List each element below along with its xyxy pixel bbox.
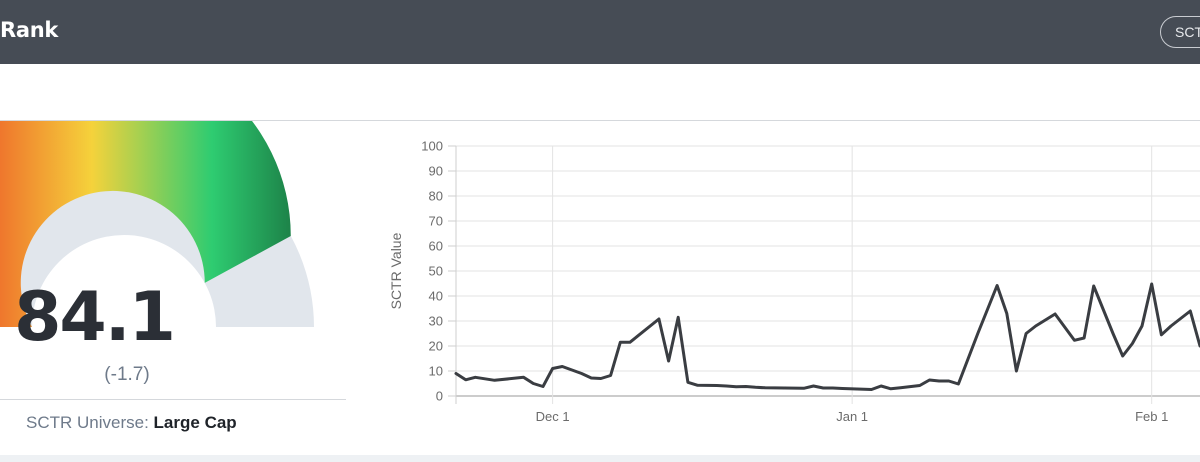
y-tick-label: 80 xyxy=(429,189,443,204)
x-tick-label: Dec 1 xyxy=(536,409,570,424)
y-tick-label: 20 xyxy=(429,339,443,354)
page-title: Rank xyxy=(0,18,59,42)
gauge-divider xyxy=(0,399,346,400)
page-header: Rank SCTR xyxy=(0,0,1200,64)
sctr-value: 84.1 xyxy=(14,278,176,357)
sctr-change: (-1.7) xyxy=(104,364,150,385)
sctr-universe: SCTR Universe: Large Cap xyxy=(26,413,237,433)
sctr-series-line xyxy=(454,282,1200,391)
sctr-button-label: SCTR xyxy=(1175,24,1200,40)
bottom-band xyxy=(0,455,1200,462)
section-divider xyxy=(0,120,1200,121)
x-tick-label: Feb 1 xyxy=(1135,409,1168,424)
y-tick-label: 70 xyxy=(429,214,443,229)
y-tick-label: 50 xyxy=(429,264,443,279)
gauge-fill xyxy=(0,121,291,327)
y-tick-label: 40 xyxy=(429,289,443,304)
universe-value: Large Cap xyxy=(153,413,237,432)
universe-label: SCTR Universe: xyxy=(26,413,149,432)
y-tick-label: 60 xyxy=(429,239,443,254)
y-tick-label: 30 xyxy=(429,314,443,329)
x-tick-label: Jan 1 xyxy=(836,409,868,424)
y-axis-title: SCTR Value xyxy=(388,232,404,309)
y-tick-label: 0 xyxy=(436,389,443,404)
y-tick-label: 90 xyxy=(429,164,443,179)
sctr-button[interactable]: SCTR xyxy=(1160,16,1200,48)
y-tick-label: 100 xyxy=(421,139,443,154)
sctr-gauge xyxy=(0,121,314,327)
y-tick-label: 10 xyxy=(429,364,443,379)
